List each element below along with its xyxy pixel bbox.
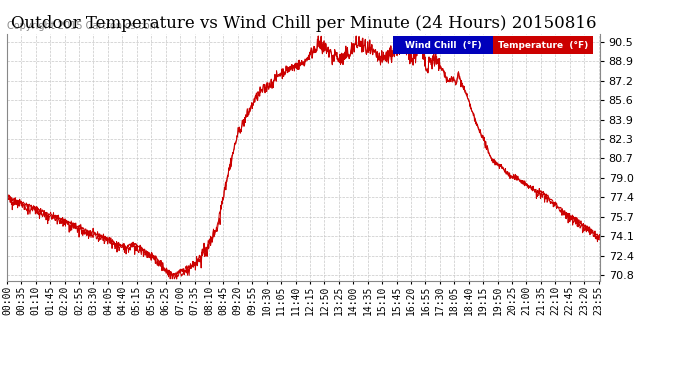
Text: Wind Chill  (°F): Wind Chill (°F) <box>405 41 482 50</box>
Title: Outdoor Temperature vs Wind Chill per Minute (24 Hours) 20150816: Outdoor Temperature vs Wind Chill per Mi… <box>11 15 596 32</box>
Text: Copyright 2015 Cartronics.com: Copyright 2015 Cartronics.com <box>7 21 159 31</box>
Text: Temperature  (°F): Temperature (°F) <box>498 41 589 50</box>
